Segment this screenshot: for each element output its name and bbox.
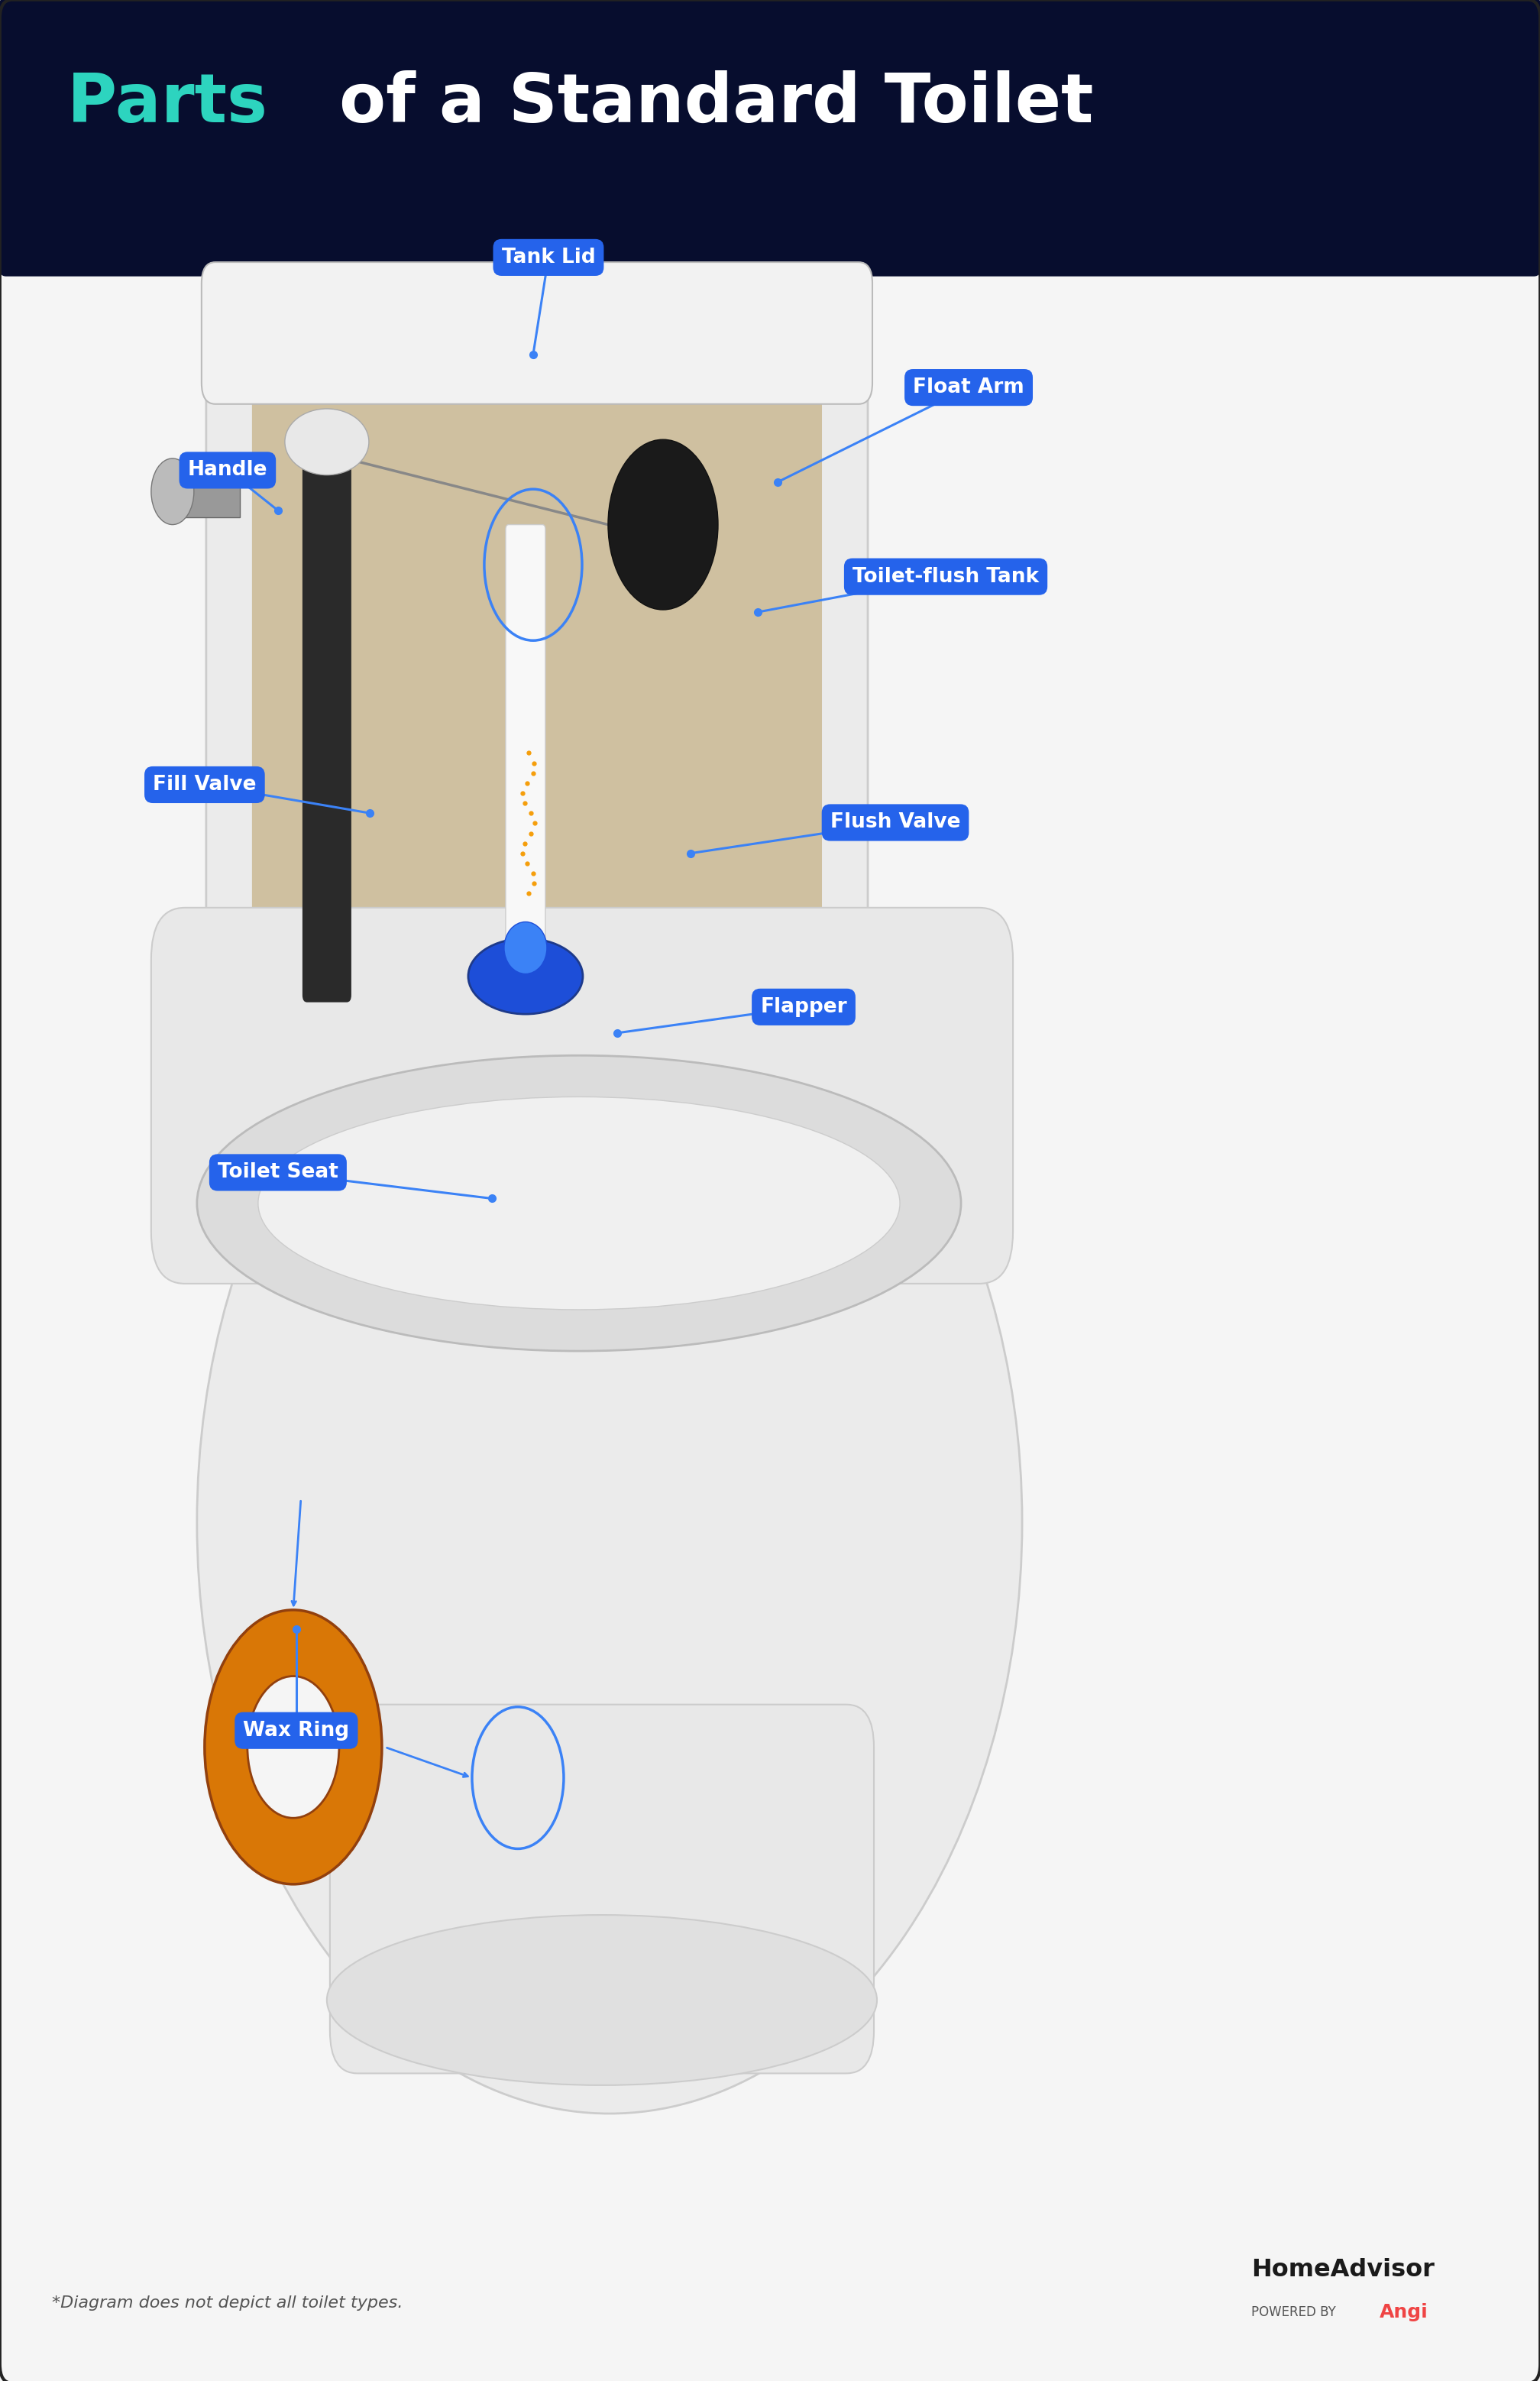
FancyBboxPatch shape xyxy=(253,379,822,1024)
Ellipse shape xyxy=(197,931,1023,2114)
FancyBboxPatch shape xyxy=(151,907,1013,1283)
FancyBboxPatch shape xyxy=(0,0,1540,276)
Text: Float Arm: Float Arm xyxy=(913,379,1024,398)
Text: Tank Lid: Tank Lid xyxy=(502,248,596,267)
FancyBboxPatch shape xyxy=(206,317,869,1086)
Ellipse shape xyxy=(285,410,370,474)
Ellipse shape xyxy=(197,1055,961,1350)
Circle shape xyxy=(205,1610,382,1883)
Circle shape xyxy=(151,460,194,524)
Text: Flush Valve: Flush Valve xyxy=(830,812,961,833)
Circle shape xyxy=(608,440,718,610)
FancyBboxPatch shape xyxy=(279,1005,795,1169)
Text: Toilet Seat: Toilet Seat xyxy=(217,1162,339,1183)
Text: Handle: Handle xyxy=(188,460,268,481)
Text: *Diagram does not depict all toilet types.: *Diagram does not depict all toilet type… xyxy=(52,2295,403,2310)
Text: HomeAdvisor: HomeAdvisor xyxy=(1252,2257,1435,2281)
Text: Parts: Parts xyxy=(68,71,291,138)
Text: of a Standard Toilet: of a Standard Toilet xyxy=(339,71,1093,138)
FancyBboxPatch shape xyxy=(330,1705,873,2074)
Text: Flapper: Flapper xyxy=(761,998,847,1017)
Text: POWERED BY: POWERED BY xyxy=(1252,2305,1340,2319)
Ellipse shape xyxy=(504,921,547,974)
Text: Angi: Angi xyxy=(1380,2302,1429,2321)
Text: Wax Ring: Wax Ring xyxy=(243,1721,350,1741)
FancyBboxPatch shape xyxy=(202,262,872,405)
Circle shape xyxy=(248,1676,339,1819)
FancyBboxPatch shape xyxy=(302,464,351,1002)
Bar xyxy=(182,467,240,517)
Text: Toilet-flush Tank: Toilet-flush Tank xyxy=(853,567,1040,586)
Text: Fill Valve: Fill Valve xyxy=(152,774,256,795)
FancyBboxPatch shape xyxy=(505,524,545,1000)
Ellipse shape xyxy=(326,1914,876,2086)
Ellipse shape xyxy=(259,1098,899,1310)
Ellipse shape xyxy=(468,938,582,1014)
